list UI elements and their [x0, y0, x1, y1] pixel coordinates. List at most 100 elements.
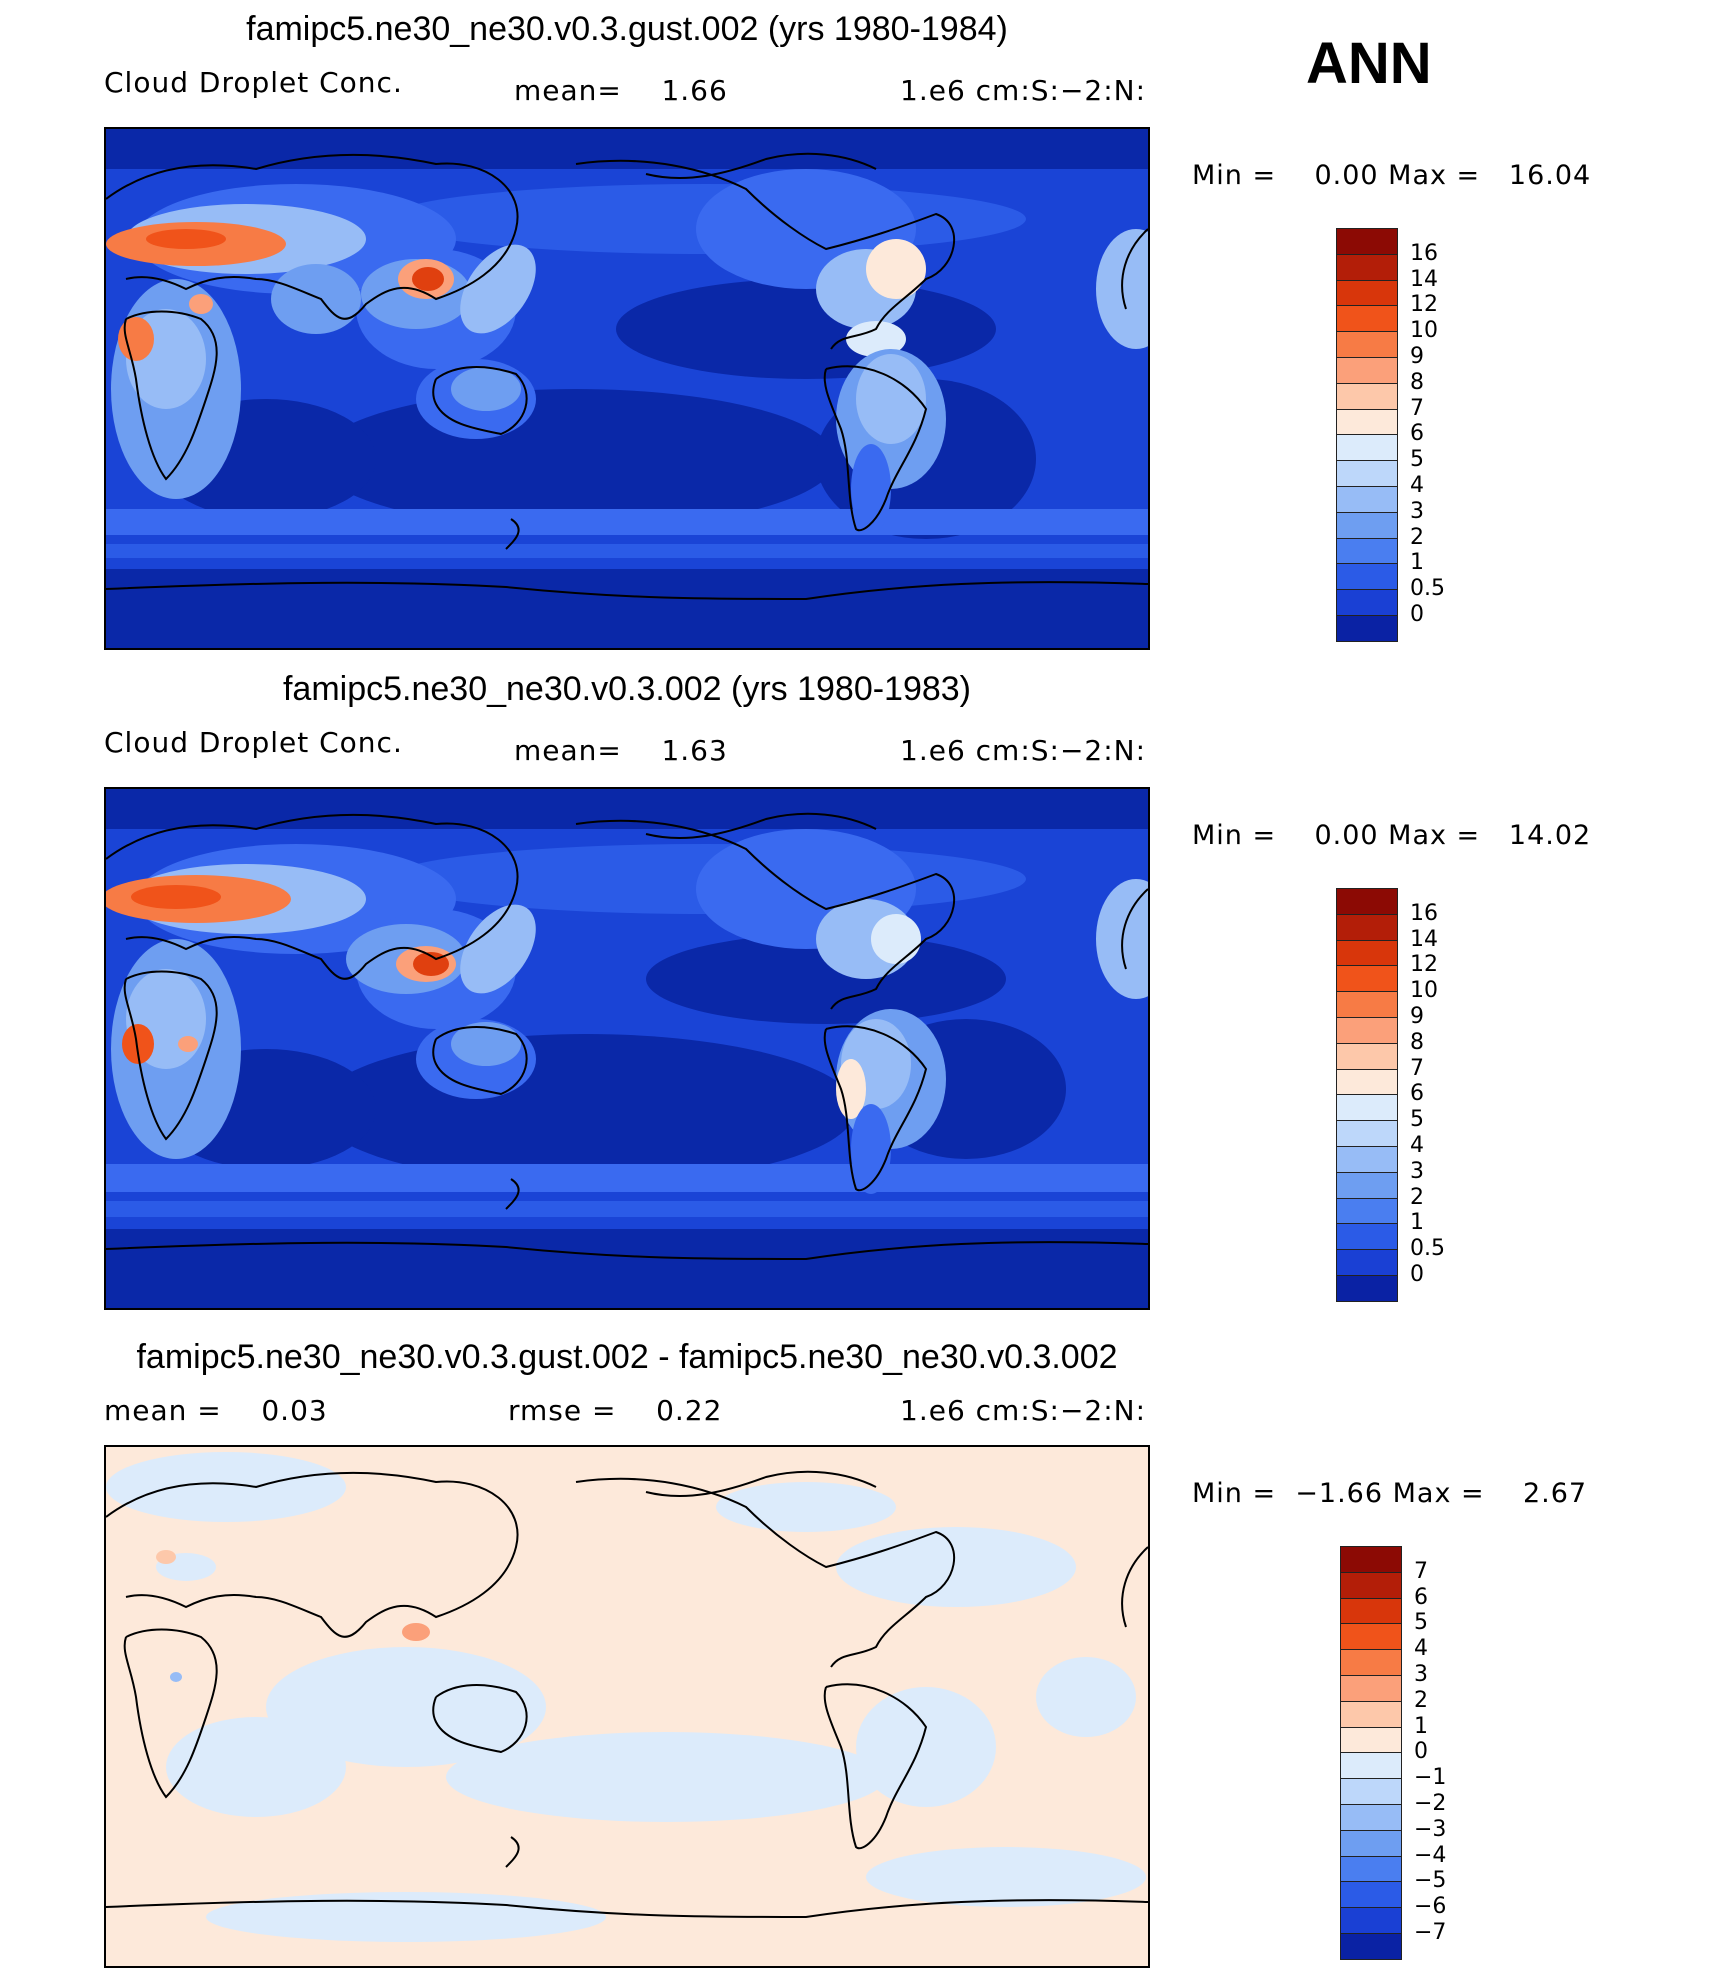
colorbar-swatch	[1340, 1571, 1402, 1599]
colorbar-tick-label: 2	[1410, 524, 1424, 550]
panel1-minmax: Min = 0.00 Max = 16.04	[1192, 160, 1592, 191]
colorbar-tick-label: 3	[1410, 1158, 1424, 1184]
colorbar-swatch	[1336, 460, 1398, 487]
colorbar-tick-label: 16	[1410, 240, 1438, 266]
colorbar-tick-label: 12	[1410, 952, 1438, 978]
colorbar-swatch	[1336, 408, 1398, 436]
colorbar-tick-label: 5	[1414, 1610, 1428, 1636]
panel3-colorbar: 7 6 5 4 3 2 1 0 −1 −2 −3 −4 −5 −6 −7	[1340, 1546, 1446, 1960]
colorbar-swatch	[1336, 1068, 1398, 1096]
colorbar-swatch	[1336, 939, 1398, 967]
colorbar-tick-label: 1	[1414, 1713, 1428, 1739]
colorbar-swatch	[1336, 1275, 1398, 1302]
colorbar-swatch	[1336, 1249, 1398, 1276]
colorbar-swatch	[1340, 1804, 1402, 1831]
colorbar-tick-label: 0	[1414, 1739, 1428, 1765]
panel1-map	[104, 127, 1150, 650]
colorbar-tick-label: 14	[1410, 926, 1438, 952]
colorbar-swatch	[1340, 1546, 1402, 1573]
panel2-map-plot	[106, 789, 1148, 1308]
panel3-rmse-label: rmse = 0.22	[508, 1394, 723, 1427]
panel2-units-label: 1.e6 cm:S:−2:N:	[900, 734, 1147, 767]
colorbar-tick-label: 7	[1410, 395, 1424, 421]
panel2-colorbar: 16 14 12 10 9 8 7 6 5 4 3 2 1 0.5 0	[1336, 888, 1445, 1302]
colorbar-tick-label: 3	[1410, 498, 1424, 524]
colorbar-swatch	[1340, 1649, 1402, 1676]
colorbar-swatch	[1336, 589, 1398, 616]
panel2-variable-label: Cloud Droplet Conc.	[104, 726, 403, 759]
panel3-map-plot	[106, 1447, 1148, 1966]
colorbar-tick-label: 4	[1410, 473, 1424, 498]
colorbar-tick-label: 4	[1410, 1133, 1424, 1158]
colorbar-swatch	[1336, 357, 1398, 384]
colorbar-swatch	[1336, 382, 1398, 410]
colorbar-tick-label: −6	[1414, 1894, 1447, 1920]
colorbar-tick-label: −7	[1414, 1920, 1447, 1945]
colorbar-tick-label: 4	[1414, 1636, 1428, 1662]
colorbar-swatch	[1336, 965, 1398, 993]
colorbar-swatch	[1336, 1017, 1398, 1044]
colorbar-swatch	[1340, 1675, 1402, 1702]
colorbar-swatch	[1336, 1197, 1398, 1225]
colorbar-swatch	[1336, 1171, 1398, 1199]
colorbar-tick-label: −4	[1414, 1842, 1447, 1868]
colorbar-swatch	[1336, 486, 1398, 513]
colorbar-swatch	[1340, 1623, 1402, 1651]
colorbar-tick-label: −3	[1414, 1816, 1447, 1842]
colorbar-tick-label: 8	[1410, 1029, 1424, 1055]
colorbar-tick-label: 0.5	[1410, 1236, 1445, 1262]
colorbar-swatch	[1336, 991, 1398, 1018]
panel3-minmax: Min = −1.66 Max = 2.67	[1192, 1478, 1588, 1509]
colorbar-tick-label: 9	[1410, 344, 1424, 369]
colorbar-tick-label: 6	[1410, 421, 1424, 447]
colorbar-swatch	[1336, 434, 1398, 462]
colorbar-tick-label: 14	[1410, 266, 1438, 292]
colorbar-tick-label: 0.5	[1410, 576, 1445, 602]
colorbar-tick-label: 1	[1410, 1210, 1424, 1236]
panel2-minmax: Min = 0.00 Max = 14.02	[1192, 820, 1592, 851]
colorbar-swatch	[1336, 305, 1398, 333]
panel2-title: famipc5.ne30_ne30.v0.3.002 (yrs 1980-198…	[282, 670, 972, 708]
colorbar-tick-label: 0	[1410, 602, 1424, 627]
colorbar-tick-label: 2	[1414, 1687, 1428, 1713]
colorbar-swatch	[1336, 888, 1398, 915]
colorbar-swatch	[1336, 615, 1398, 642]
colorbar-swatch	[1336, 1094, 1398, 1122]
colorbar-tick-label: 12	[1410, 292, 1438, 318]
panel3-units-label: 1.e6 cm:S:−2:N:	[900, 1394, 1147, 1427]
colorbar-swatch	[1340, 1597, 1402, 1625]
panel3-mean-label: mean = 0.03	[104, 1394, 328, 1427]
colorbar-swatch	[1340, 1700, 1402, 1728]
colorbar-tick-label: −2	[1414, 1791, 1447, 1816]
panel2-mean-label: mean= 1.63	[514, 734, 728, 767]
colorbar-swatch	[1340, 1829, 1402, 1857]
colorbar-tick-label: 7	[1410, 1055, 1424, 1081]
colorbar-swatch	[1340, 1726, 1402, 1754]
colorbar-swatch	[1336, 1223, 1398, 1251]
colorbar-swatch	[1340, 1933, 1402, 1960]
colorbar-tick-label: 8	[1410, 369, 1424, 395]
colorbar-swatch	[1336, 228, 1398, 255]
panel3-title: famipc5.ne30_ne30.v0.3.gust.002 - famipc…	[136, 1338, 1118, 1376]
colorbar-tick-label: 5	[1410, 1107, 1424, 1133]
panel1-colorbar: 16 14 12 10 9 8 7 6 5 4 3 2 1 0.5 0	[1336, 228, 1445, 642]
colorbar-swatch	[1336, 1146, 1398, 1173]
colorbar-swatch	[1340, 1855, 1402, 1883]
colorbar-tick-label: 0	[1410, 1262, 1424, 1287]
colorbar-tick-label: 6	[1414, 1584, 1428, 1610]
colorbar-tick-label: 3	[1414, 1662, 1428, 1687]
colorbar-tick-label: 6	[1410, 1081, 1424, 1107]
colorbar-swatch	[1336, 1120, 1398, 1147]
colorbar-tick-label: −1	[1414, 1765, 1447, 1791]
colorbar-swatch	[1336, 253, 1398, 281]
season-label: ANN	[1306, 31, 1432, 96]
colorbar-tick-label: 1	[1410, 550, 1424, 576]
colorbar-tick-label: −5	[1414, 1868, 1447, 1894]
colorbar-tick-label: 10	[1410, 318, 1438, 344]
panel3-map	[104, 1445, 1150, 1968]
colorbar-swatch	[1340, 1778, 1402, 1805]
panel1-title: famipc5.ne30_ne30.v0.3.gust.002 (yrs 198…	[246, 10, 1008, 48]
colorbar-swatch	[1336, 913, 1398, 941]
colorbar-tick-label: 9	[1410, 1004, 1424, 1029]
colorbar-swatch	[1340, 1752, 1402, 1780]
